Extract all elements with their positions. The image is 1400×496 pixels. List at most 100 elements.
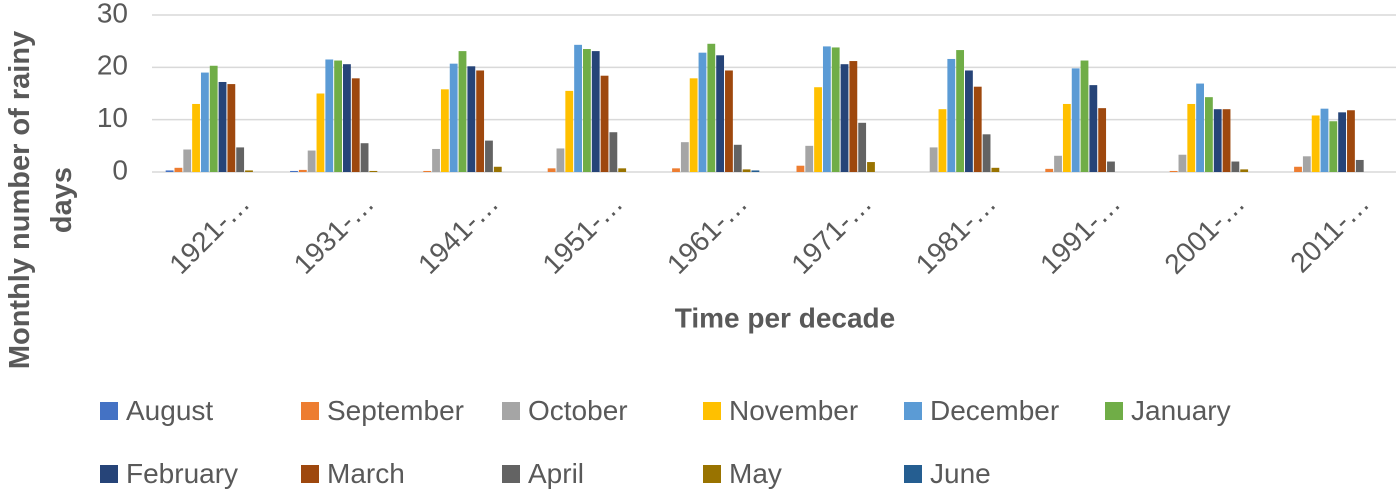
legend-label: January [1131, 394, 1231, 426]
bar [591, 51, 600, 172]
bar [218, 81, 227, 172]
bar [867, 162, 875, 172]
bar [698, 52, 707, 172]
bar [369, 170, 378, 172]
bar [493, 166, 502, 172]
bar [973, 86, 982, 172]
bar [565, 90, 574, 172]
bar [440, 89, 449, 172]
bar [1302, 156, 1311, 172]
bar [423, 170, 432, 172]
bar [325, 59, 334, 172]
legend-item: November [703, 388, 904, 433]
bar [574, 44, 582, 172]
bar [467, 66, 476, 172]
bar [1240, 169, 1249, 172]
bar [849, 61, 858, 173]
bar [965, 70, 973, 172]
legend-label: October [528, 394, 628, 426]
bar [351, 78, 360, 172]
y-tick-label: 10 [97, 102, 128, 133]
bar [716, 55, 725, 173]
x-tick-label: 1991-… [1034, 188, 1126, 280]
bar [1080, 60, 1089, 172]
bar [956, 50, 965, 172]
legend: August September October November December Ja… [100, 388, 1400, 496]
bar [609, 132, 618, 172]
legend-item: March [301, 451, 502, 496]
x-tick-label: 1971-… [785, 188, 877, 280]
bar [1213, 109, 1222, 172]
bar [183, 149, 192, 172]
x-axis-title: Time per decade [675, 302, 895, 333]
bar [742, 169, 751, 172]
y-tick-label: 20 [97, 50, 128, 81]
bar [582, 49, 591, 173]
bar [831, 47, 840, 172]
legend-item: January [1105, 388, 1306, 433]
bar [1169, 170, 1178, 172]
legend-item: February [100, 451, 301, 496]
x-tick-label: 1961-… [661, 188, 753, 280]
bar [458, 51, 467, 172]
legend-swatch [703, 401, 721, 420]
x-tick-label: 1921-… [163, 188, 255, 280]
x-tick-label: 2001-… [1159, 188, 1251, 280]
bar [1107, 161, 1115, 172]
legend-label: September [327, 394, 464, 426]
y-tick-label: 0 [112, 154, 128, 185]
legend-label: November [729, 394, 859, 426]
bar [1089, 85, 1098, 172]
bar [174, 167, 183, 172]
bar [1329, 121, 1338, 172]
bar [680, 142, 689, 172]
bar [938, 109, 947, 172]
legend-label: December [930, 394, 1060, 426]
bar [1204, 97, 1213, 172]
legend-swatch [301, 464, 319, 483]
y-axis-title: Monthly number of rainy days [4, 30, 78, 370]
legend-swatch [703, 464, 721, 483]
legend-label: May [729, 457, 782, 489]
bar [991, 167, 1000, 172]
legend-item: May [703, 451, 904, 496]
x-tick-label: 1981-… [910, 188, 1002, 280]
legend-label: June [930, 457, 991, 489]
bar [805, 145, 814, 172]
legend-swatch [100, 401, 118, 420]
legend-swatch [502, 401, 520, 420]
bar [947, 58, 956, 172]
legend-label: March [327, 457, 405, 489]
legend-label: August [126, 394, 214, 426]
bar [476, 70, 485, 172]
legend-swatch [301, 401, 319, 420]
bar [733, 144, 742, 172]
bar [858, 122, 867, 172]
bar [1222, 109, 1231, 172]
bar [1355, 159, 1364, 172]
bar [1071, 68, 1080, 172]
bar [556, 148, 565, 172]
bar [165, 170, 174, 172]
x-tick-label: 1951-… [537, 188, 629, 280]
bar [1320, 108, 1329, 172]
bar [192, 103, 200, 172]
legend-item: December [904, 388, 1105, 433]
bar [1311, 115, 1320, 172]
bar [298, 169, 307, 172]
bar [432, 148, 440, 172]
bar [485, 140, 493, 172]
bar [1062, 103, 1071, 172]
legend-item: April [502, 451, 703, 496]
bar [227, 84, 236, 172]
x-tick-label: 2011-… [1284, 188, 1375, 279]
bar [689, 78, 698, 172]
bar [334, 60, 343, 172]
bar [360, 143, 369, 172]
bar [1187, 103, 1196, 172]
bar [1338, 112, 1347, 172]
legend-item: September [301, 388, 502, 433]
bar [1347, 110, 1355, 172]
